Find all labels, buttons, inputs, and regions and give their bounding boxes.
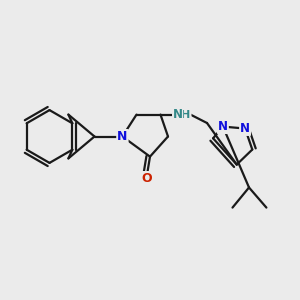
Text: H: H [182, 110, 190, 120]
Text: N: N [240, 122, 250, 135]
Text: N: N [218, 120, 228, 133]
Text: N: N [172, 108, 183, 121]
Text: O: O [141, 172, 152, 185]
Text: N: N [117, 130, 128, 143]
